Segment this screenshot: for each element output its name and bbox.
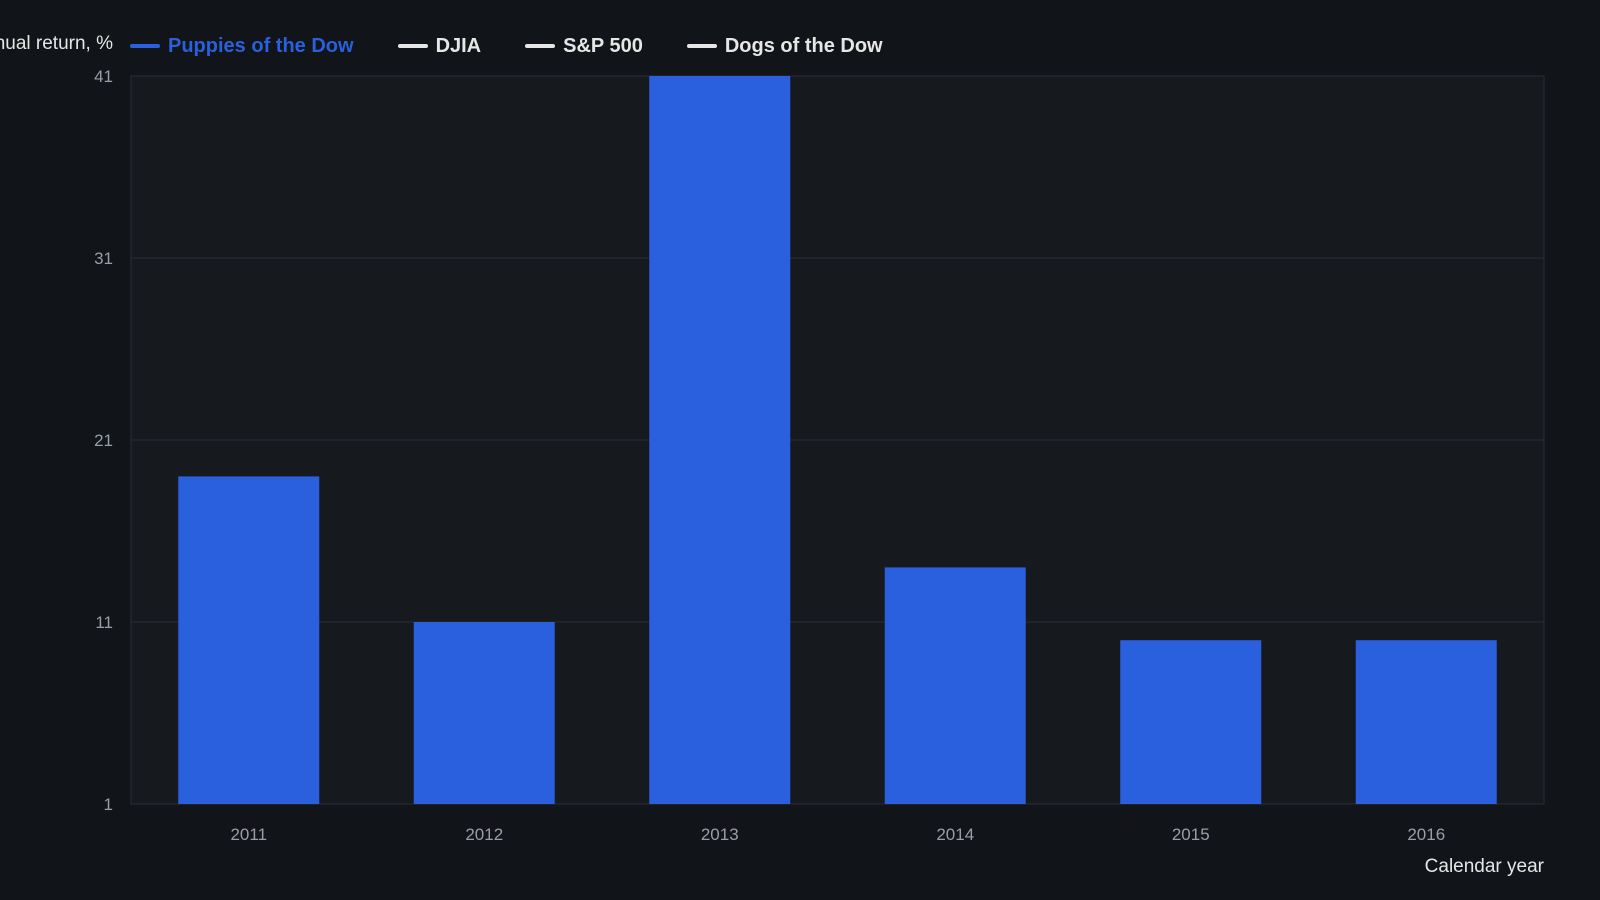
- y-tick-label: 21: [94, 431, 113, 450]
- x-tick-label: 2013: [701, 825, 739, 844]
- y-tick-label: 11: [95, 613, 113, 632]
- x-tick-label: 2015: [1172, 825, 1210, 844]
- legend-swatch: [397, 44, 428, 48]
- x-tick-label: 2014: [936, 825, 974, 844]
- bar: [649, 76, 791, 804]
- y-tick-label: 1: [104, 795, 113, 814]
- y-tick-label: 41: [94, 67, 113, 86]
- bar: [413, 622, 555, 804]
- legend-label: Dogs of the Dow: [724, 34, 883, 57]
- bar: [1120, 640, 1262, 804]
- bars: [178, 76, 1497, 804]
- x-axis-label: Calendar year: [1424, 856, 1544, 877]
- y-axis-label: Annual return, %: [0, 33, 113, 54]
- x-tick-label: 2012: [465, 825, 503, 844]
- legend-item-dogs[interactable]: Dogs of the Dow: [686, 34, 883, 58]
- bar: [884, 567, 1026, 804]
- legend-label: Puppies of the Dow: [168, 34, 354, 57]
- bar: [1355, 640, 1497, 804]
- grid-lines: [131, 75, 1544, 805]
- legend-label: DJIA: [435, 34, 482, 57]
- x-axis-ticks: 2011 2012 2013 2014 2015 2016: [230, 825, 1445, 844]
- x-tick-label: 2011: [230, 825, 267, 844]
- legend-item-djia[interactable]: DJIA: [397, 34, 482, 58]
- legend: Puppies of the Dow DJIA S&P 500 Dogs of …: [130, 33, 927, 59]
- legend-swatch: [130, 44, 160, 48]
- legend-item-puppies[interactable]: Puppies of the Dow: [130, 35, 354, 58]
- legend-item-sp500[interactable]: S&P 500: [525, 35, 643, 58]
- legend-swatch: [686, 44, 717, 48]
- bar: [178, 476, 320, 804]
- legend-swatch: [525, 44, 556, 48]
- legend-label: S&P 500: [563, 34, 643, 57]
- x-tick-label: 2016: [1407, 825, 1445, 844]
- y-tick-label: 31: [94, 249, 113, 268]
